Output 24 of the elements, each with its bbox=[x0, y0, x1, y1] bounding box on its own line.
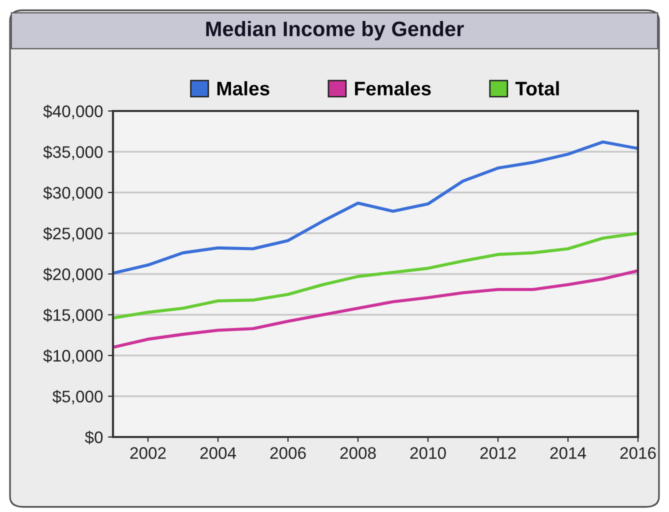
x-tick-label: 2016 bbox=[620, 447, 656, 459]
x-tick-label: 2010 bbox=[410, 447, 446, 459]
x-tick-label: 2006 bbox=[270, 447, 306, 459]
y-tick-label: $30,000 bbox=[43, 186, 103, 201]
legend-label: Males bbox=[217, 81, 270, 96]
y-tick-label: $0 bbox=[84, 430, 103, 444]
x-tick-label: 2008 bbox=[340, 447, 376, 459]
line-series bbox=[113, 269, 638, 349]
line-series bbox=[113, 232, 638, 320]
x-tick-label: 2004 bbox=[200, 447, 236, 459]
legend-label: Females bbox=[355, 81, 431, 96]
y-tick-label: $5,000 bbox=[52, 390, 103, 404]
y-tick-label: $10,000 bbox=[43, 349, 103, 364]
chart-title: Median Income by Gender bbox=[206, 21, 464, 40]
legend-label: Total bbox=[515, 81, 559, 96]
y-tick-label: $20,000 bbox=[43, 268, 103, 282]
y-tick-label: $25,000 bbox=[43, 226, 103, 242]
y-tick-label: $15,000 bbox=[43, 308, 103, 323]
x-tick-label: 2012 bbox=[480, 447, 516, 459]
line-series bbox=[113, 140, 638, 275]
x-tick-label: 2014 bbox=[550, 447, 586, 459]
y-tick-label: $35,000 bbox=[43, 145, 103, 160]
y-tick-label: $40,000 bbox=[43, 104, 103, 120]
x-tick-label: 2002 bbox=[130, 447, 166, 459]
